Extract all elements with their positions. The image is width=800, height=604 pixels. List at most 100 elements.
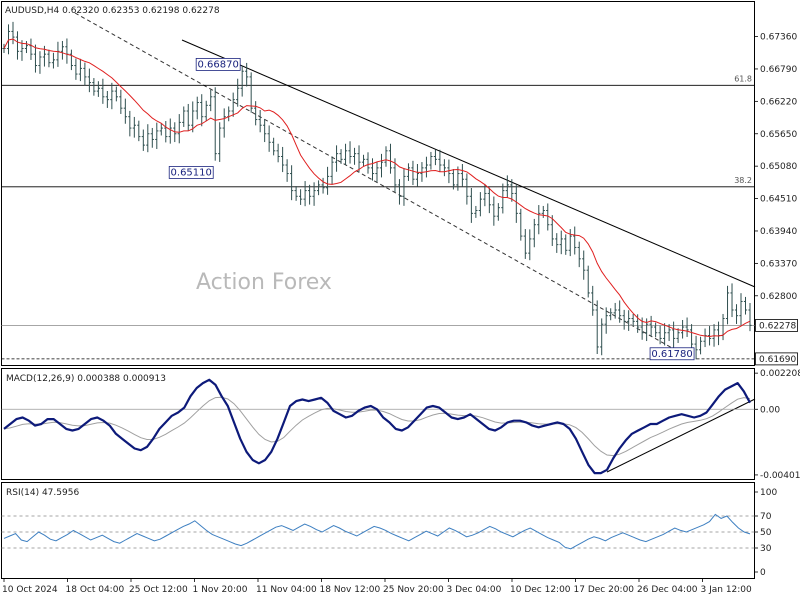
price-bar <box>577 241 581 268</box>
price-bar <box>299 189 303 205</box>
price-bar <box>483 183 487 207</box>
price-bar <box>303 181 307 207</box>
price-bar <box>532 218 536 248</box>
macd-pane-frame <box>1 368 755 480</box>
watermark: Action Forex <box>196 270 332 295</box>
price-bar <box>227 106 231 122</box>
price-bar <box>487 187 491 214</box>
x-axis-tick-label: 10 Oct 2024 <box>2 585 58 595</box>
price-bar <box>65 38 69 64</box>
price-bar <box>83 62 87 86</box>
price-bar <box>685 317 689 337</box>
price-bar <box>595 300 599 354</box>
x-axis-tick-label: 10 Dec 12:00 <box>510 585 571 595</box>
price-bar <box>285 159 289 182</box>
price-bar <box>249 72 253 113</box>
price-bar <box>613 302 617 319</box>
price-bar <box>334 145 339 172</box>
macd-support-trendline <box>606 398 756 473</box>
price-bar <box>370 158 375 181</box>
price-bar <box>438 149 442 173</box>
price-bar <box>501 183 505 214</box>
price-bar <box>105 91 109 108</box>
price-bar <box>92 78 96 96</box>
price-axis-tick-label: 0.67360 <box>760 33 797 43</box>
price-bar <box>397 179 402 205</box>
price-bar <box>424 156 429 178</box>
price-bar <box>411 160 415 186</box>
price-bar <box>218 122 222 162</box>
price-bar <box>663 323 667 346</box>
price-bar <box>725 285 730 325</box>
price-bar <box>379 153 384 178</box>
macd-axis-tick-label: 0.002208 <box>760 369 800 379</box>
price-bar <box>451 169 455 190</box>
price-axis-tick-label: 0.63370 <box>760 259 797 269</box>
price-bar <box>312 182 316 206</box>
price-bar <box>60 40 65 60</box>
price-bar <box>24 41 29 54</box>
price-bar <box>658 325 662 345</box>
price-bar <box>429 151 433 170</box>
price-bar <box>564 234 568 255</box>
rsi-axis-tick-label: 30 <box>760 544 772 554</box>
price-bar <box>703 328 707 348</box>
price-bar <box>492 196 496 226</box>
price-bar <box>325 166 330 195</box>
price-bar <box>559 230 563 255</box>
macd-pane-title: MACD(12,26,9) 0.000388 0.000913 <box>6 374 166 384</box>
price-bar <box>672 321 676 348</box>
price-bar <box>366 152 370 174</box>
price-bar <box>15 31 20 60</box>
price-moving-average-line <box>3 38 751 338</box>
price-bar <box>339 149 343 164</box>
price-bar <box>69 49 74 71</box>
rsi-pane-title: RSI(14) 47.5956 <box>6 488 79 498</box>
x-axis-tick-label: 18 Nov 12:00 <box>320 585 381 595</box>
price-bar <box>465 173 469 205</box>
price-bar <box>609 308 613 321</box>
price-bar <box>433 149 438 166</box>
macd-axis-tick-label: -0.004012 <box>760 471 800 481</box>
macd-axis-tick-label: 0.00 <box>760 405 780 415</box>
price-bar <box>568 229 572 257</box>
price-bar <box>51 52 56 69</box>
x-axis-tick-label: 17 Dec 20:00 <box>574 585 635 595</box>
price-bar <box>29 38 33 60</box>
low-level-label: 0.61690 <box>759 355 796 365</box>
price-layer: 61.8 38.2 0.66870 0.65110 0.61780 <box>1 21 755 361</box>
price-bar <box>676 328 680 343</box>
price-callout-label-1: 0.65110 <box>171 167 212 178</box>
price-bar <box>101 78 105 104</box>
price-bar <box>528 229 532 261</box>
price-bar <box>361 154 366 167</box>
price-axis-tick-label: 0.65080 <box>760 162 797 172</box>
price-bar <box>505 175 509 198</box>
price-bar <box>734 304 739 324</box>
price-pane-title: AUDUSD,H4 0.62320 0.62353 0.62198 0.6227… <box>5 6 220 16</box>
x-axis-tick-label: 25 Oct 12:00 <box>129 585 188 595</box>
price-bar <box>469 187 473 223</box>
price-bar <box>87 68 91 93</box>
price-bar <box>213 87 217 161</box>
price-bar <box>442 159 447 177</box>
x-axis-tick-label: 11 Nov 04:00 <box>256 585 317 595</box>
price-bar <box>348 141 352 164</box>
price-bar <box>357 145 361 172</box>
price-bar <box>132 116 136 138</box>
price-callout-box-2 <box>649 347 695 361</box>
price-bar <box>128 110 132 137</box>
x-axis-tick-label: 18 Oct 04:00 <box>66 585 125 595</box>
price-bar <box>155 122 159 149</box>
price-bar <box>200 94 204 127</box>
price-axis-tick-label: 0.66790 <box>760 65 797 75</box>
x-axis-tick-label: 26 Dec 04:00 <box>637 585 698 595</box>
price-bar <box>743 296 748 315</box>
fib-level-label-0: 61.8 <box>734 74 752 83</box>
price-bar <box>222 108 226 138</box>
price-bar <box>191 101 195 133</box>
macd-line <box>3 378 751 475</box>
price-bar <box>267 125 271 152</box>
price-bar <box>281 146 285 173</box>
price-bar <box>523 229 527 259</box>
